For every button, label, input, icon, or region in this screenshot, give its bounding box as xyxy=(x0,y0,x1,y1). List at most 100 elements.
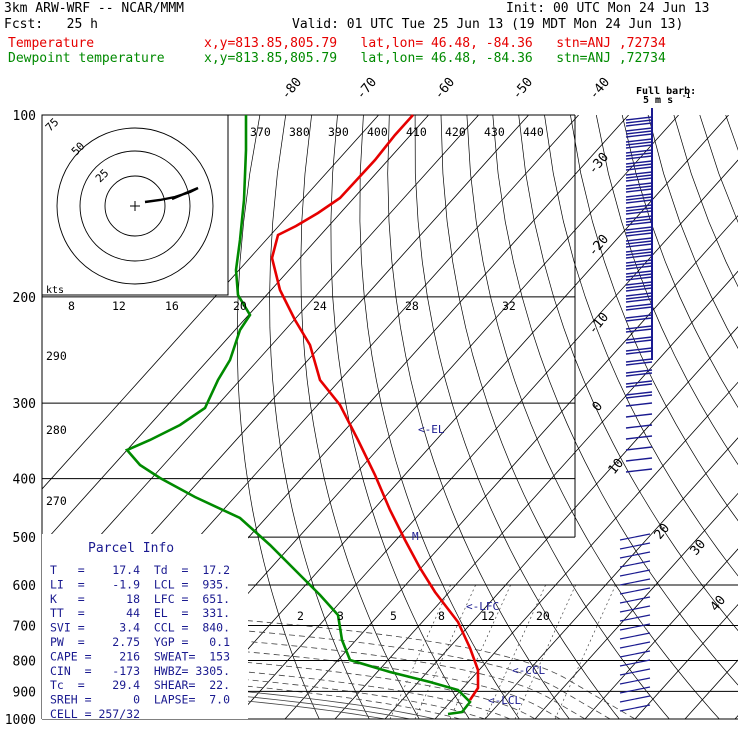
wind-barb xyxy=(619,623,651,631)
wind-barb xyxy=(625,270,653,275)
wind-barb xyxy=(625,306,653,311)
wind-barb xyxy=(625,133,653,138)
theta-tick-label: 380 xyxy=(289,125,310,139)
speed-axis-label: 28 xyxy=(405,299,419,313)
model-title: 3km ARW-WRF -- NCAR/MMM xyxy=(4,2,184,16)
wind-barb xyxy=(625,130,653,135)
wind-barb xyxy=(625,254,653,259)
isotherm-line xyxy=(584,548,738,719)
wind-barb xyxy=(625,314,653,319)
temperature-location: x,y=813.85,805.79 lat,lon= 46.48, -84.36… xyxy=(204,37,666,51)
theta-side-label: 290 xyxy=(46,349,67,363)
speed-axis-label: 12 xyxy=(112,299,126,313)
wind-barb xyxy=(625,177,653,182)
theta-tick-label: 390 xyxy=(328,125,349,139)
valid-time: Valid: 01 UTC Tue 25 Jun 13 (19 MDT Mon … xyxy=(292,18,683,32)
wind-barb xyxy=(625,262,653,267)
wind-barb xyxy=(619,704,651,712)
wind-barb xyxy=(619,605,651,613)
wind-barb xyxy=(619,569,651,577)
wind-barb xyxy=(625,243,653,248)
wind-barb xyxy=(625,119,653,124)
wind-barb xyxy=(625,303,653,308)
isotherm-line xyxy=(484,437,738,719)
dry-adiabat-line xyxy=(621,115,738,409)
wind-barb xyxy=(625,171,653,176)
mixing-ratio-label: 2 xyxy=(297,609,304,623)
level-marker: <-CCL xyxy=(512,664,545,677)
wind-barb xyxy=(625,259,653,264)
isotherm-tick-label: -50 xyxy=(510,75,537,103)
parcel-info-row: LI = -1.9 LCL = 935. xyxy=(50,577,230,591)
speed-axis-label: 32 xyxy=(502,299,516,313)
wind-barb xyxy=(625,361,653,366)
wind-barb xyxy=(625,163,653,168)
isotherm-line xyxy=(184,115,729,719)
isotherm-line xyxy=(634,603,738,719)
wind-barb xyxy=(619,614,651,622)
wind-barb xyxy=(625,174,653,179)
isotherm-line xyxy=(234,159,738,719)
dry-adiabat-line xyxy=(387,115,570,719)
wind-barb xyxy=(625,372,653,377)
wind-barb xyxy=(619,650,651,658)
wind-barb xyxy=(625,166,653,171)
mixing-ratio-label: 5 xyxy=(390,609,397,623)
parcel-info-row: SVI = 3.4 CCL = 840. xyxy=(50,621,230,635)
wind-barb xyxy=(625,141,653,146)
wind-barb xyxy=(625,232,653,237)
wind-barb xyxy=(619,578,651,586)
wind-barb xyxy=(625,295,653,300)
pressure-tick-label: 800 xyxy=(13,654,36,669)
wind-barb xyxy=(625,457,653,462)
wind-barb xyxy=(625,413,653,418)
parcel-info-title: Parcel Info xyxy=(88,541,174,556)
parcel-info-row: PW = 2.75 YGP = 0.1 xyxy=(50,635,230,649)
isotherm-line xyxy=(384,326,738,719)
parcel-info-row: T = 17.4 Td = 17.2 xyxy=(50,563,230,577)
theta-tick-label: 370 xyxy=(250,125,271,139)
level-marker: <-LFC xyxy=(466,600,499,613)
wind-barb xyxy=(625,298,653,303)
wind-barb xyxy=(625,207,653,212)
theta-tick-label: 410 xyxy=(406,125,427,139)
wind-barb xyxy=(625,468,653,473)
wind-barb xyxy=(625,251,653,256)
speed-axis-label: 24 xyxy=(313,299,327,313)
isotherm-line xyxy=(42,115,479,601)
isotherm-tick-label: 30 xyxy=(688,537,710,559)
pressure-tick-label: 600 xyxy=(13,579,36,594)
wind-barb xyxy=(625,281,653,286)
wind-barb xyxy=(625,284,653,289)
wind-barb xyxy=(625,185,653,190)
isotherm-tick-label: -10 xyxy=(586,310,613,338)
wind-barb xyxy=(625,152,653,157)
wind-barb xyxy=(619,668,651,676)
isotherm-line xyxy=(334,270,738,719)
isotherm-tick-label: -70 xyxy=(354,75,381,103)
theta-side-label: 280 xyxy=(46,423,67,437)
isotherm-tick-label: -60 xyxy=(432,75,459,103)
speed-axis-label: 8 xyxy=(68,299,75,313)
wind-barb xyxy=(625,204,653,209)
mixing-ratio-label: 3 xyxy=(337,609,344,623)
speed-axis-label: 16 xyxy=(165,299,179,313)
dry-adiabat-line xyxy=(570,115,738,522)
dry-adiabat-line xyxy=(359,115,520,719)
parcel-info-row: SREH = 0 LAPSE= 7.0 xyxy=(50,693,230,707)
wind-barb xyxy=(625,193,653,198)
wind-barb xyxy=(625,215,653,220)
wind-barb xyxy=(625,160,653,165)
wind-barb xyxy=(625,339,653,344)
theta-side-label: 270 xyxy=(46,494,67,508)
isotherm-tick-label: 10 xyxy=(606,456,628,478)
wind-scale-exponent: -1 xyxy=(682,92,690,100)
wind-barb xyxy=(619,542,651,550)
wind-barb xyxy=(619,641,651,649)
parcel-info-row: CIN = -173 HWBZ= 3305. xyxy=(50,664,230,678)
wind-scale-value: 5 m s xyxy=(643,95,673,106)
wind-barb xyxy=(625,138,653,143)
dry-adiabat-line xyxy=(330,115,470,719)
isotherm-tick-label: 0 xyxy=(590,399,607,415)
dewpoint-legend: Dewpoint temperature xyxy=(8,52,165,66)
